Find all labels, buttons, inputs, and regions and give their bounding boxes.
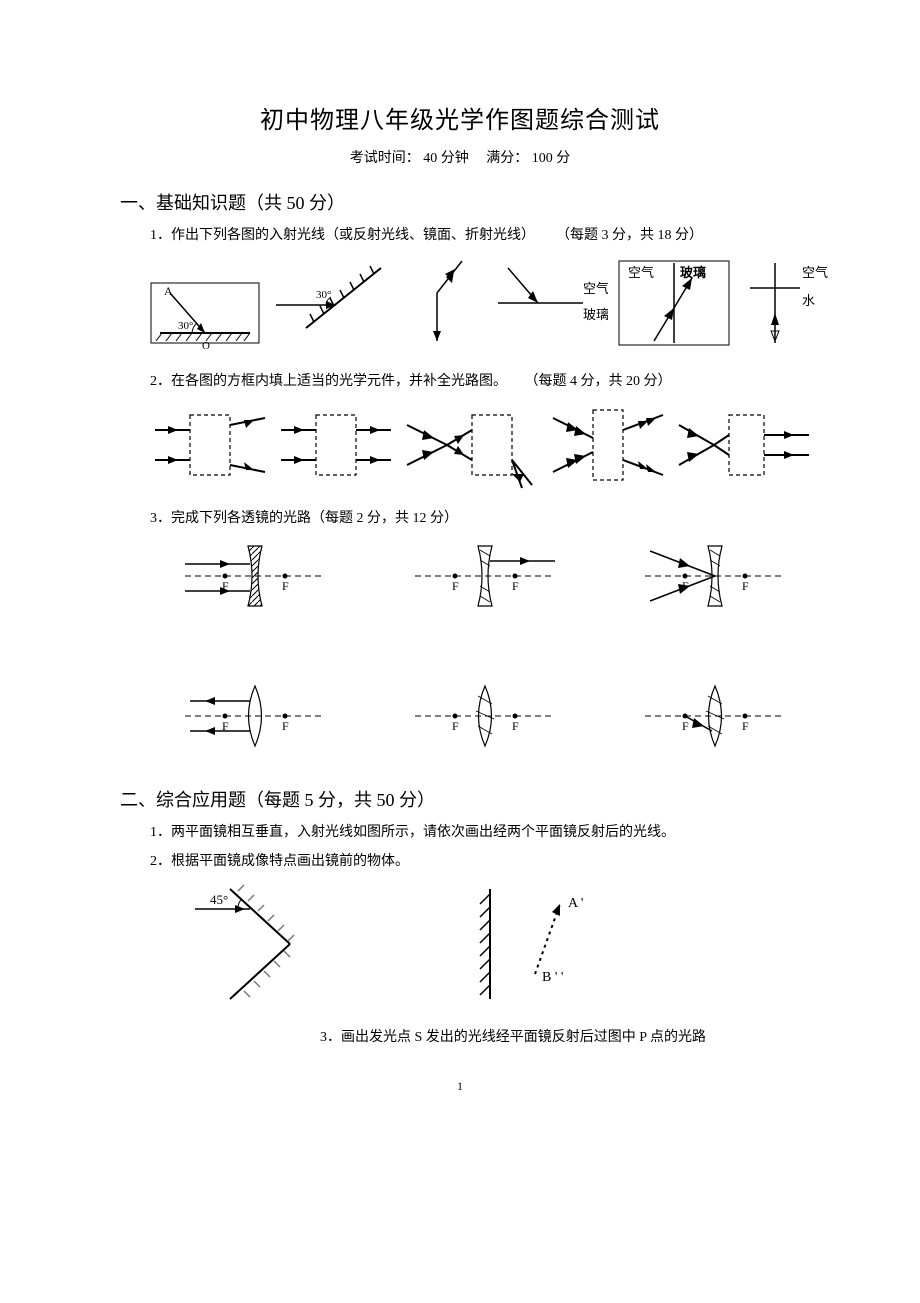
s1-q1-fig1: A 30° O [150,253,260,353]
s1-q2-fig4 [548,400,668,490]
svg-text:F: F [452,719,459,733]
s1-q2-points: （每题 4 分，共 20 分） [525,374,672,389]
label-glass: 玻璃 [583,307,608,322]
s1-q2-fig3 [402,400,542,490]
label-30: 30° [178,320,193,332]
time-label: 考试时间： [350,151,420,166]
score-label: 满分： [486,151,528,166]
s2-q2: 2．根据平面镜成像特点画出镜前的物体。 [150,851,800,873]
s1-q3-fig5: F F [410,676,560,756]
s2-fig2: A ' B ' ' [460,879,630,1009]
svg-text:F: F [512,719,519,733]
svg-text:F: F [742,579,749,593]
label-A: A [164,284,173,298]
s1-q3-fig2: F F [410,536,560,616]
s1-q3-figs: F F F F F F [180,536,800,756]
label-O: O [202,340,210,352]
s1-q1-fig5: 空气 玻璃 [614,253,734,353]
label-Aprime: A ' [568,896,583,911]
s1-q1-fig2: 30° [266,253,396,353]
s2-fig1: 45° [190,879,340,1009]
s1-q2-text: 2．在各图的方框内填上适当的光学元件，并补全光路图。 [150,374,507,389]
svg-text:F: F [282,719,289,733]
label-water: 水 [802,293,815,308]
svg-text:F: F [682,719,689,733]
time-value: 40 分钟 [423,151,469,166]
label-45: 45° [210,892,228,907]
svg-text:F: F [452,579,459,593]
label-air: 空气 [583,281,608,296]
label-30b: 30° [316,289,331,301]
s1-q1-fig4: 空气 玻璃 [488,253,608,353]
s1-q1-fig6: 空气 水 [740,253,830,353]
s2-q3: 3．画出发光点 S 发出的光线经平面镜反射后过图中 P 点的光路 [320,1027,800,1049]
s1-q1-fig3 [402,253,482,353]
s1-q2-figs [150,400,800,490]
s2-q1: 1．两平面镜相互垂直，入射光线如图所示，请依次画出经两个平面镜反射后的光线。 [150,822,800,844]
s1-q3: 3．完成下列各透镜的光路（每题 2 分，共 12 分） [150,508,800,530]
s2-figs: 45° A ' B ' ' [190,879,800,1009]
s1-q1-text: 1．作出下列各图的入射光线（或反射光线、镜面、折射光线） [150,228,535,243]
label-Bprime: B ' ' [542,970,563,985]
s1-q2-fig5 [674,400,814,490]
section1-heading: 一、基础知识题（共 50 分） [120,189,800,215]
s1-q2-fig2 [276,400,396,490]
score-value: 100 分 [532,151,571,166]
svg-text:F: F [512,579,519,593]
s1-q2: 2．在各图的方框内填上适当的光学元件，并补全光路图。 （每题 4 分，共 20 … [150,371,800,393]
s1-q2-fig1 [150,400,270,490]
s1-q1: 1．作出下列各图的入射光线（或反射光线、镜面、折射光线） （每题 3 分，共 1… [150,225,800,247]
exam-page: 初中物理八年级光学作图题综合测试 考试时间： 40 分钟 满分： 100 分 一… [0,0,920,1134]
section2-heading: 二、综合应用题（每题 5 分，共 50 分） [120,786,800,812]
svg-text:F: F [742,719,749,733]
svg-text:F: F [282,579,289,593]
s1-q3-fig3: F F [640,536,790,616]
page-number: 1 [120,1079,800,1094]
s1-q3-text: 3．完成下列各透镜的光路（每题 2 分，共 12 分） [150,511,458,526]
s1-q3-fig1: F F [180,536,330,616]
exam-info: 考试时间： 40 分钟 满分： 100 分 [120,147,800,167]
s1-q1-figs: A 30° O 30° [150,253,800,353]
label-glass2: 玻璃 [680,265,706,280]
page-title: 初中物理八年级光学作图题综合测试 [120,100,800,135]
s1-q3-fig6: F F [640,676,790,756]
s1-q1-points: （每题 3 分，共 18 分） [556,228,703,243]
label-air3: 空气 [802,265,828,280]
s1-q3-fig4: F F [180,676,330,756]
label-air2: 空气 [628,265,654,280]
